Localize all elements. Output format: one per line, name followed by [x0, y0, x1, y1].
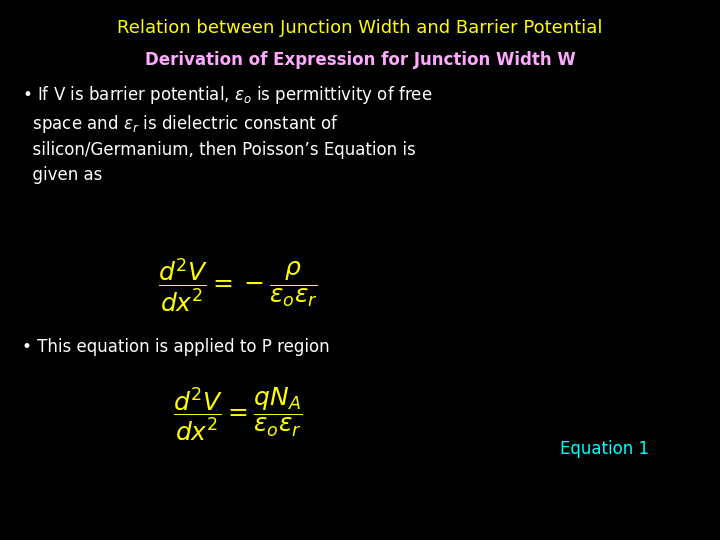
- Text: • If V is barrier potential, $\varepsilon_o$ is permittivity of free
  space and: • If V is barrier potential, $\varepsilo…: [22, 84, 432, 184]
- Text: $\dfrac{d^2V}{dx^2} = -\dfrac{\rho}{\varepsilon_o\varepsilon_r}$: $\dfrac{d^2V}{dx^2} = -\dfrac{\rho}{\var…: [158, 256, 318, 314]
- Text: Derivation of Expression for Junction Width W: Derivation of Expression for Junction Wi…: [145, 51, 575, 69]
- Text: Equation 1: Equation 1: [560, 440, 649, 458]
- Text: Relation between Junction Width and Barrier Potential: Relation between Junction Width and Barr…: [117, 19, 603, 37]
- Text: $\dfrac{d^2V}{dx^2} = \dfrac{qN_A}{\varepsilon_o\varepsilon_r}$: $\dfrac{d^2V}{dx^2} = \dfrac{qN_A}{\vare…: [173, 386, 302, 443]
- Text: • This equation is applied to P region: • This equation is applied to P region: [22, 338, 329, 355]
